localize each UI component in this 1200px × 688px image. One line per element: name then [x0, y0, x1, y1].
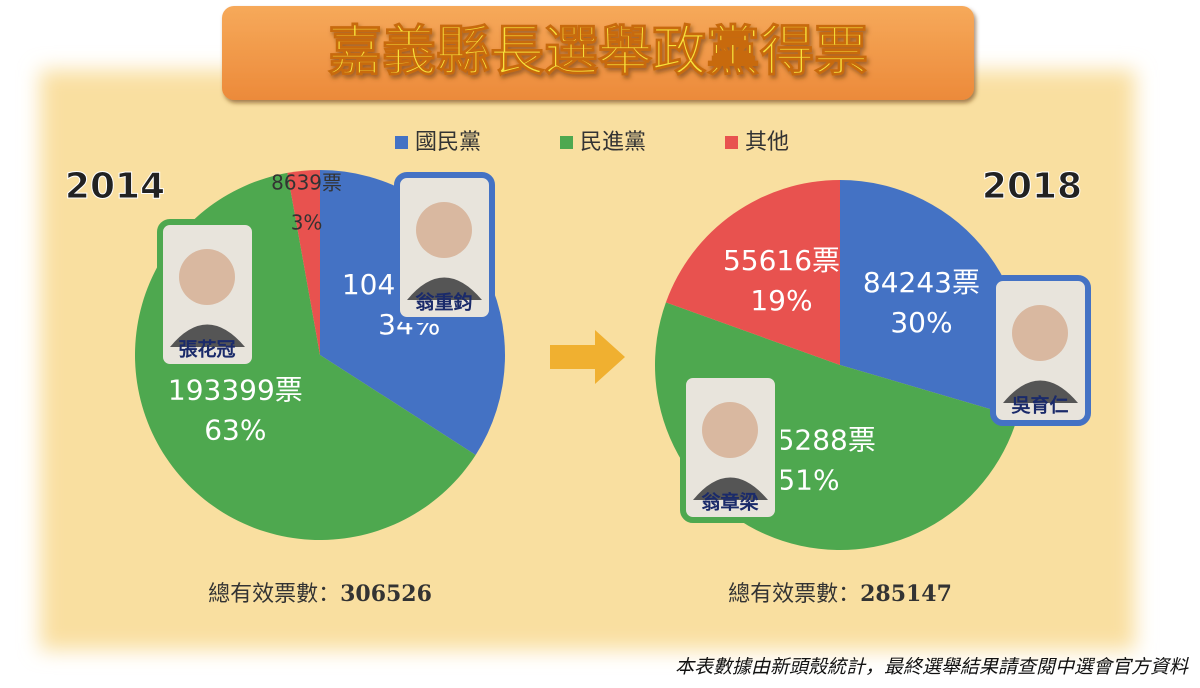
total-label: 總有效票數：285147	[728, 581, 952, 607]
percent-label: 51%	[777, 464, 839, 497]
legend-label: 其他	[745, 130, 789, 155]
candidate-head	[702, 402, 758, 458]
value-label: 84243票	[863, 266, 980, 299]
candidate-name: 吳育仁	[1011, 394, 1068, 417]
percent-label: 63%	[204, 413, 266, 446]
candidate-body	[1003, 380, 1078, 403]
candidate-body	[170, 324, 245, 347]
year-label: 2014	[65, 166, 165, 207]
candidate-body	[693, 477, 768, 500]
candidate-name: 張花冠	[178, 338, 235, 361]
value-label: 8639票	[271, 170, 342, 194]
value-label: 193399票	[168, 373, 303, 406]
total-value: 306526	[340, 581, 432, 607]
legend-swatch	[725, 136, 738, 149]
candidate-head	[179, 249, 235, 305]
title-banner	[222, 6, 974, 100]
footnote: 本表數據由新頭殼統計，最終選舉結果請查閱中選會官方資料	[675, 656, 1189, 678]
total-caption: 總有效票數：	[208, 582, 340, 607]
legend-swatch	[395, 136, 408, 149]
legend-label: 民進黨	[580, 130, 646, 155]
arrow	[550, 330, 625, 384]
total-value: 285147	[860, 581, 952, 607]
pie-slice	[287, 170, 320, 355]
candidate-head	[1012, 305, 1068, 361]
pie-slice	[840, 180, 1025, 418]
candidate-head	[416, 202, 472, 258]
chart-title: 嘉義縣長選舉政黨得票	[328, 20, 868, 83]
candidate-name: 翁章梁	[701, 491, 759, 514]
candidate-name: 翁重鈞	[415, 291, 472, 314]
year-label: 2018	[982, 166, 1082, 207]
candidate-body	[407, 277, 482, 300]
total-caption: 總有效票數：	[728, 582, 860, 607]
value-label: 55616票	[723, 244, 840, 277]
legend-swatch	[560, 136, 573, 149]
pie-slice	[665, 180, 840, 365]
percent-label: 3%	[291, 210, 323, 234]
total-label: 總有效票數：306526	[208, 581, 432, 607]
legend-label: 國民黨	[415, 130, 481, 155]
percent-label: 30%	[890, 306, 952, 339]
percent-label: 19%	[750, 284, 812, 317]
